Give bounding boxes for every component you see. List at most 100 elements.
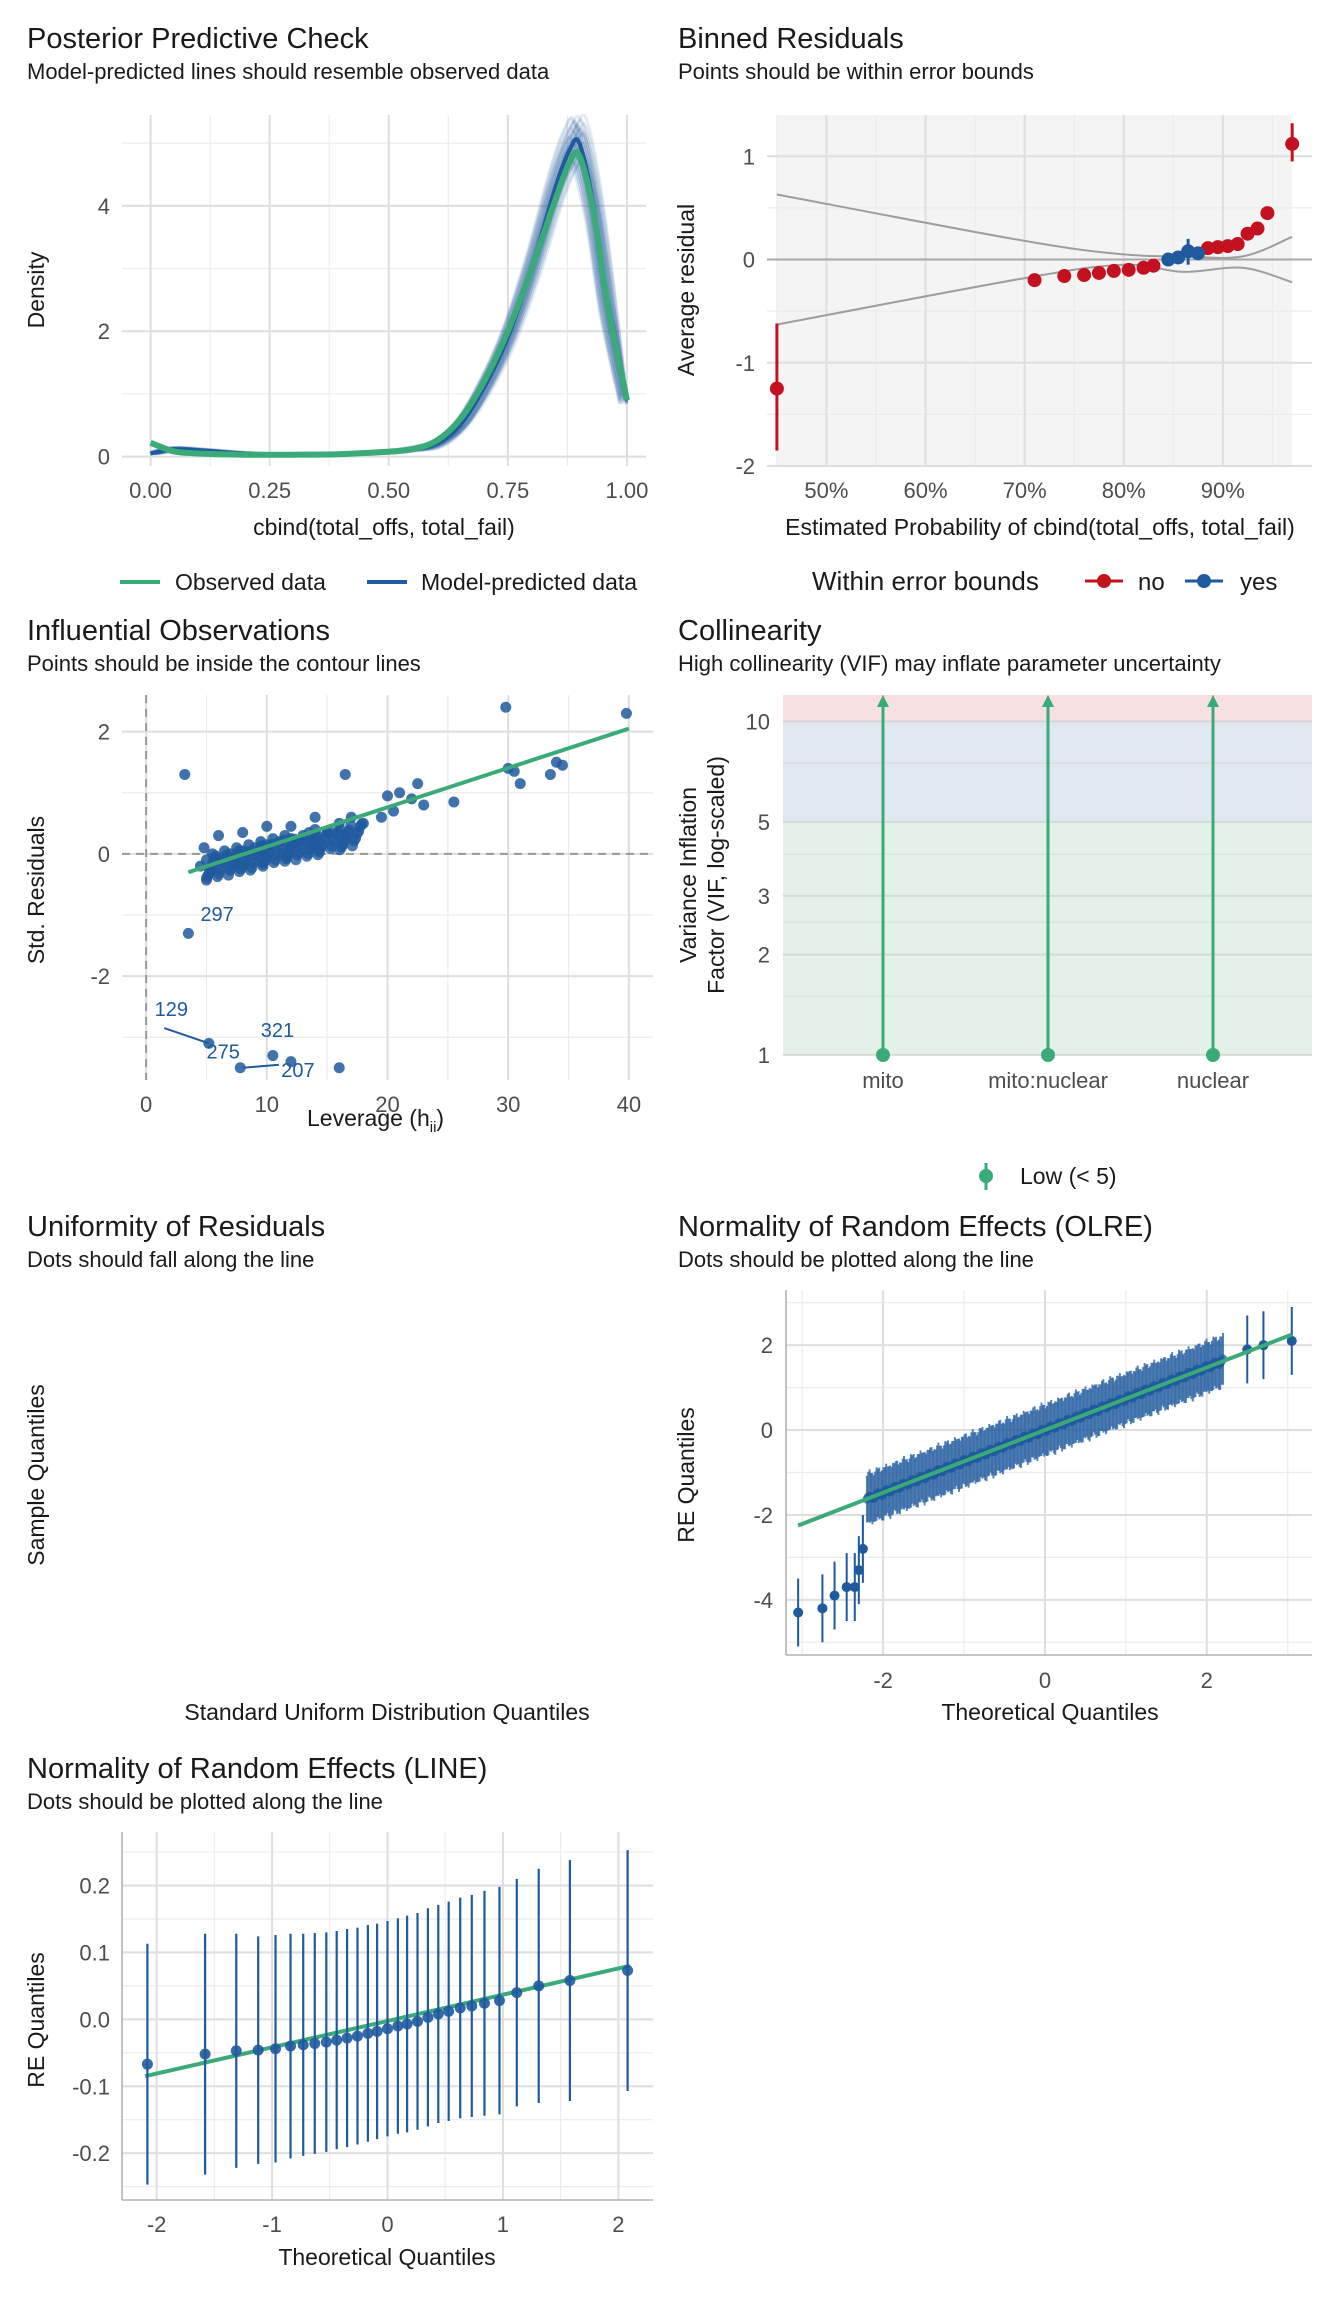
olre-point <box>793 1607 804 1618</box>
influence-point <box>237 858 249 870</box>
legend-label-no: no <box>1138 569 1165 596</box>
line-re-point <box>371 2025 383 2037</box>
influence-point <box>213 830 225 842</box>
influence-x-axis-label-end: ) <box>436 1105 444 1131</box>
binned-y-axis-label: Average residual <box>673 204 699 376</box>
line-re-point <box>533 1980 545 1992</box>
collinearity-y-tick: 3 <box>758 884 770 909</box>
influence-point <box>313 844 325 856</box>
influence-x-tick: 20 <box>375 1092 399 1117</box>
binned-x-tick: 60% <box>904 478 948 503</box>
line-re-x-axis-label: Theoretical Quantiles <box>278 2244 495 2270</box>
influence-point-label: 207 <box>281 1060 314 1082</box>
legend-label-predicted: Model-predicted data <box>421 569 637 595</box>
influence-point <box>260 851 272 863</box>
collinearity-y-tick: 2 <box>758 943 770 968</box>
binned-title: Binned Residuals <box>678 23 904 55</box>
binned-point-no <box>1091 265 1106 280</box>
influence-point <box>267 1050 279 1062</box>
label-leader <box>242 1063 279 1069</box>
influence-point <box>261 820 273 832</box>
line-re-point <box>432 2008 444 2020</box>
line-re-point <box>331 2034 343 2046</box>
influence-point <box>556 759 568 771</box>
influence-x-axis-label-sub: ii <box>430 1119 437 1136</box>
influence-x-axis-label: Leverage (hii) <box>307 1105 444 1136</box>
line-re-x-tick: 0 <box>381 2212 393 2237</box>
uniformity-y-axis-label: Sample Quantiles <box>23 1384 49 1566</box>
influence-y-axis-label: Std. Residuals <box>23 816 49 964</box>
collinearity-y-tick: 1 <box>758 1043 770 1068</box>
influence-title: Influential Observations <box>27 615 330 647</box>
influence-point-label: 275 <box>206 1042 239 1064</box>
collinearity-x-tick: mito:nuclear <box>988 1068 1108 1093</box>
influence-y-tick: -2 <box>90 964 110 989</box>
legend-key-yes <box>1197 574 1211 588</box>
line-re-point <box>230 2045 242 2057</box>
influence-x-tick: 40 <box>617 1092 641 1117</box>
influence-point-label: 321 <box>261 1020 294 1042</box>
vif-arrow <box>877 695 889 707</box>
olre-y-tick: -2 <box>753 1503 773 1528</box>
olre-x-axis-label: Theoretical Quantiles <box>941 1699 1158 1725</box>
uniformity-x-axis-label: Standard Uniform Distribution Quantiles <box>184 1699 589 1725</box>
ppc-observed-line <box>149 149 630 458</box>
influence-point <box>418 799 430 811</box>
collinearity-title: Collinearity <box>678 615 822 647</box>
influence-point <box>388 805 400 817</box>
binned-point-no <box>1250 221 1265 236</box>
binned-x-tick: 50% <box>804 478 848 503</box>
binned-bounds-area <box>776 115 1293 466</box>
ppc-y-tick: 4 <box>98 194 110 219</box>
line-re-point <box>341 2032 353 2044</box>
vif-arrow <box>1042 695 1054 707</box>
line-re-point <box>622 1965 634 1977</box>
line-re-point <box>466 2000 478 2012</box>
olre-x-tick: -2 <box>873 1668 893 1693</box>
legend-key-no <box>1097 574 1111 588</box>
binned-point-no <box>1230 237 1245 252</box>
line-re-title: Normality of Random Effects (LINE) <box>27 1753 487 1785</box>
binned-legend-title: Within error bounds <box>812 566 1039 596</box>
line-re-x-tick: 1 <box>497 2212 509 2237</box>
olre-x-tick: 2 <box>1201 1668 1213 1693</box>
vif-arrow <box>1207 695 1219 707</box>
olre-point <box>817 1603 828 1614</box>
binned-point-no <box>1260 206 1275 221</box>
line-re-point <box>199 2048 211 2060</box>
olre-subtitle: Dots should be plotted along the line <box>678 1247 1034 1272</box>
binned-y-tick: 1 <box>743 144 755 169</box>
line-re-x-tick: 2 <box>612 2212 624 2237</box>
ppc-title: Posterior Predictive Check <box>27 23 369 55</box>
binned-x-tick: 90% <box>1201 478 1245 503</box>
olre-panel: -2 0 2 -4 -2 0 2 Theoretical Quantiles <box>753 1290 1312 1725</box>
ppc-x-tick: 0.75 <box>486 478 529 503</box>
influence-point <box>448 796 460 808</box>
influence-point <box>340 829 352 841</box>
olre-point <box>857 1543 868 1554</box>
binned-point-no <box>1077 268 1092 283</box>
binned-x-axis-label: Estimated Probability of cbind(total_off… <box>785 514 1295 540</box>
line-re-y-tick: 0.0 <box>79 2007 110 2032</box>
line-re-point <box>309 2037 321 2049</box>
influence-x-tick: 10 <box>255 1092 279 1117</box>
collinearity-x-tick: nuclear <box>1177 1068 1249 1093</box>
binned-point-no <box>1285 136 1300 151</box>
olre-y-tick: -4 <box>753 1588 773 1613</box>
ppc-x-tick: 1.00 <box>606 478 649 503</box>
olre-title: Normality of Random Effects (OLRE) <box>678 1211 1153 1243</box>
line-re-point <box>564 1975 576 1987</box>
influence-point <box>345 819 357 831</box>
line-re-point <box>478 1997 490 2009</box>
influence-point <box>285 1056 297 1068</box>
line-re-y-axis-label: RE Quantiles <box>23 1952 49 2088</box>
binned-point-no <box>1146 258 1161 273</box>
ppc-draw-line <box>150 140 625 457</box>
influence-point <box>285 820 297 832</box>
influence-point <box>394 787 406 799</box>
binned-y-tick: -2 <box>735 454 755 479</box>
olre-point <box>841 1582 852 1593</box>
binned-panel: 50% 60% 70% 80% 90% -2 -1 0 1 Estimated Probabili… <box>735 115 1312 596</box>
line-re-point <box>401 2018 413 2030</box>
